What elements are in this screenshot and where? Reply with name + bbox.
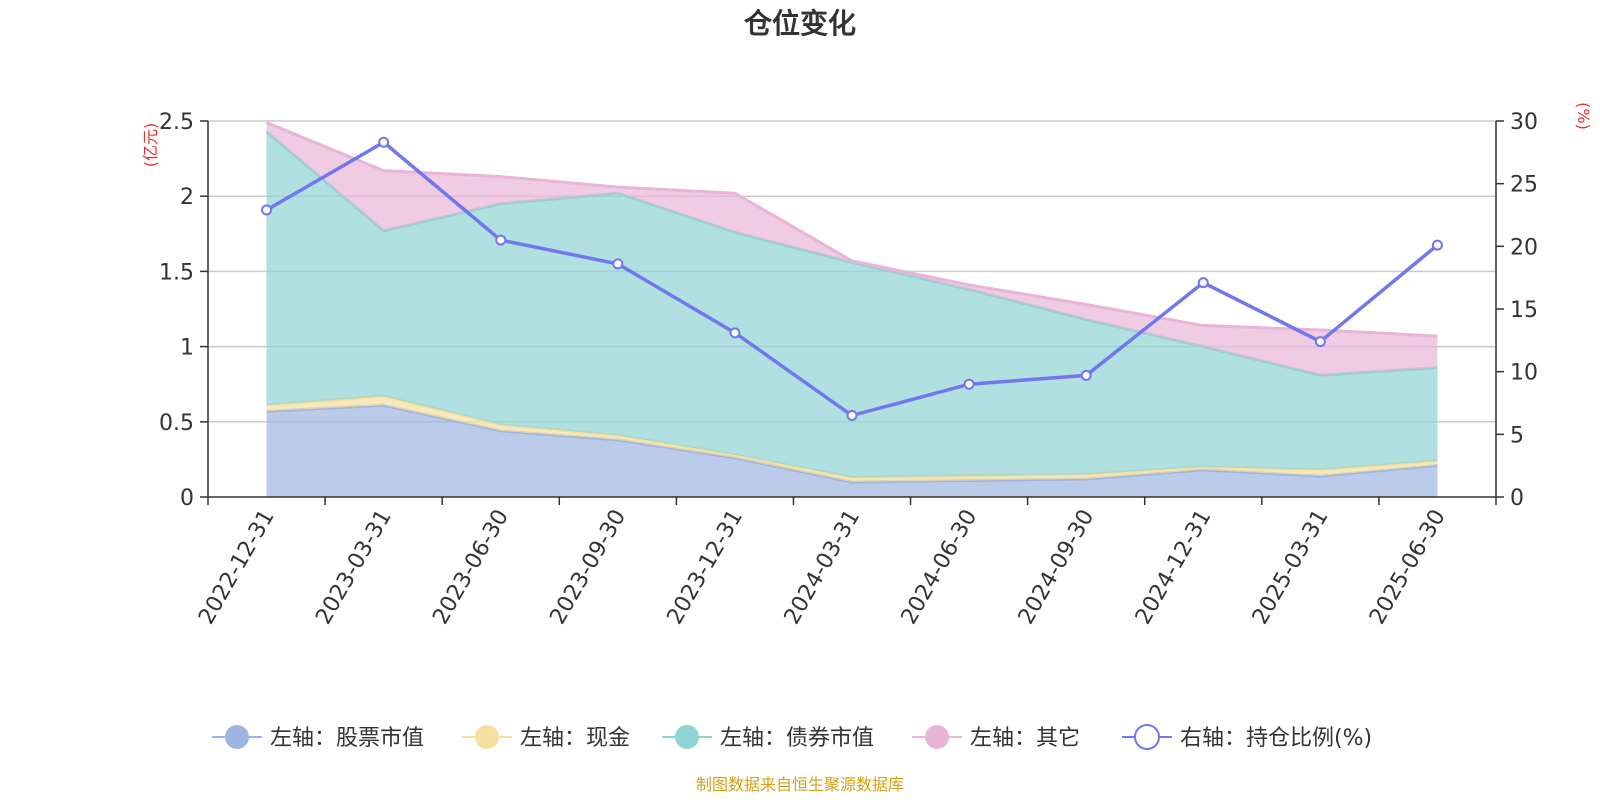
legend-marker-5 <box>1134 724 1160 750</box>
left-tick-label: 2 <box>180 185 194 210</box>
x-tick-label: 2024-06-30 <box>897 505 983 628</box>
legend-label-5: 右轴：持仓比例(%) <box>1180 726 1372 751</box>
ratio-point <box>495 234 507 246</box>
right-tick-label: 5 <box>1510 423 1524 448</box>
right-tick-label: 30 <box>1510 110 1538 135</box>
x-tick-label: 2024-09-30 <box>1014 506 1100 629</box>
x-tick-label: 2025-03-31 <box>1248 506 1334 629</box>
legend-marker-1 <box>225 725 249 749</box>
legend-label-3: 左轴：债券市值 <box>720 726 874 751</box>
legend: 左轴：股票市值 左轴：现金 左轴：债券市值 左轴：其它 右轴：持仓比例(%) <box>212 724 1372 751</box>
source-note: 制图数据来自恒生聚源数据库 <box>696 775 904 794</box>
x-tick-label: 2023-09-30 <box>545 506 631 629</box>
ratio-point <box>1314 336 1326 348</box>
area-series-3 <box>266 131 1438 478</box>
left-tick-label: 2.5 <box>159 110 194 135</box>
ratio-point <box>1080 369 1092 381</box>
right-tick-label: 15 <box>1510 298 1538 323</box>
x-tick-label: 2024-03-31 <box>780 506 866 629</box>
ratio-point <box>261 204 273 216</box>
x-tick-label: 2022-12-31 <box>194 506 280 629</box>
ratio-point <box>378 136 390 148</box>
legend-label-1: 左轴：股票市值 <box>270 726 424 751</box>
area-series-2 <box>266 396 1438 482</box>
ratio-point <box>963 378 975 390</box>
right-tick-label: 25 <box>1510 173 1538 198</box>
x-tick-label: 2025-06-30 <box>1365 506 1451 629</box>
left-tick-label: 1.5 <box>159 260 194 285</box>
x-tick-label: 2023-12-31 <box>663 506 749 629</box>
right-tick-label: 20 <box>1510 235 1538 260</box>
left-axis-label: (亿元) <box>141 123 160 168</box>
x-tick-label: 2023-06-30 <box>428 506 514 629</box>
right-axis-label: (%) <box>1574 102 1593 130</box>
legend-marker-2 <box>475 725 499 749</box>
right-tick-label: 10 <box>1510 361 1538 386</box>
ratio-point <box>846 410 858 422</box>
area-series-4 <box>266 122 1438 376</box>
ratio-point <box>1431 239 1443 251</box>
chart-title: 仓位变化 <box>744 7 856 40</box>
ratio-line <box>261 136 1443 422</box>
left-tick-label: 0 <box>180 486 194 511</box>
right-tick-label: 0 <box>1510 486 1524 511</box>
area-series-1 <box>266 405 1438 497</box>
legend-label-4: 左轴：其它 <box>970 726 1080 751</box>
ratio-point <box>612 258 624 270</box>
stacked-areas <box>265 121 1438 497</box>
left-tick-label: 1 <box>180 336 194 361</box>
legend-label-2: 左轴：现金 <box>520 726 630 751</box>
legend-marker-3 <box>675 725 699 749</box>
x-tick-label: 2024-12-31 <box>1131 506 1217 629</box>
left-tick-label: 0.5 <box>159 411 194 436</box>
ratio-point <box>1197 277 1209 289</box>
ratio-point <box>729 327 741 339</box>
legend-marker-4 <box>925 725 949 749</box>
area-edge-series-4 <box>265 121 1438 338</box>
x-tick-label: 2023-03-31 <box>311 506 397 629</box>
